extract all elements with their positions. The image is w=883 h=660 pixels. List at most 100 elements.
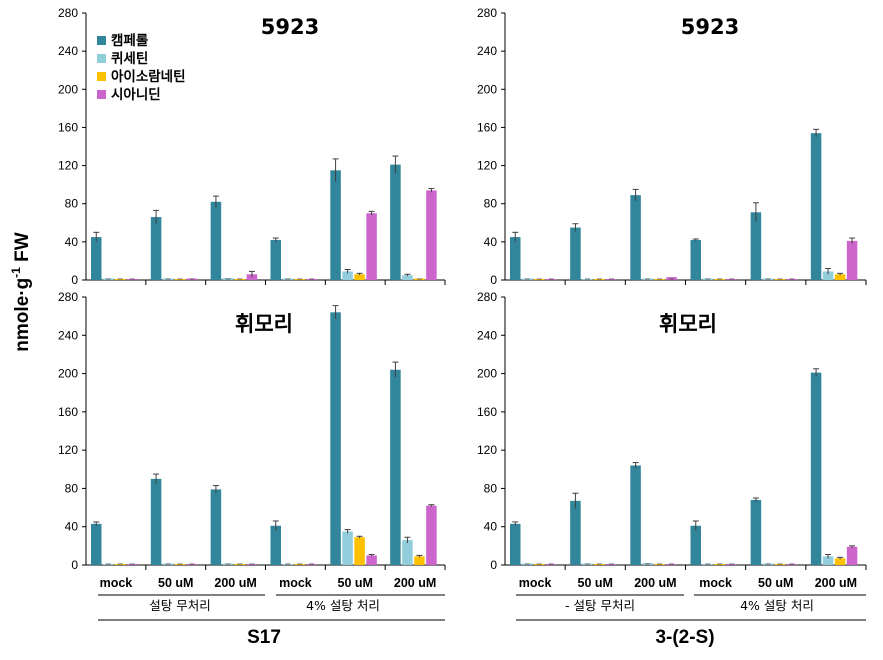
y-tick-label: 120 xyxy=(58,159,78,173)
bar-퀴세틴 xyxy=(822,271,834,280)
bar-캠페롤 xyxy=(91,237,102,280)
legend-label: 시아니딘 xyxy=(111,86,161,103)
bar-시아니딘 xyxy=(726,564,737,565)
bar-캠페롤 xyxy=(630,195,641,280)
group-label-right-1: - 설탕 무처리 xyxy=(565,598,635,613)
panel-title: 휘모리 xyxy=(659,312,717,336)
y-tick-label: 80 xyxy=(65,481,79,495)
y-tick-label: 280 xyxy=(477,6,497,20)
bar-캠페롤 xyxy=(690,239,701,280)
y-tick-label: 0 xyxy=(71,558,78,572)
legend-label: 퀴세틴 xyxy=(111,50,148,67)
y-axis-label-main: nmole·g xyxy=(12,278,33,352)
y-tick-label: 0 xyxy=(71,273,78,287)
y-tick-label: 280 xyxy=(58,6,78,20)
bar-시아니딘 xyxy=(606,279,617,280)
group-label-left-1: 설탕 무처리 xyxy=(149,598,210,613)
bar-캠페롤 xyxy=(630,465,641,565)
bar-퀴세틴 xyxy=(582,279,593,280)
bar-아이소람네틴 xyxy=(594,564,605,565)
bar-아이소람네틴 xyxy=(234,279,246,280)
bar-캠페롤 xyxy=(570,500,581,565)
x-tick-label: 50 uM xyxy=(338,576,373,590)
bar-캠페롤 xyxy=(390,369,401,565)
panel-title: 휘모리 xyxy=(235,312,293,336)
bar-시아니딘 xyxy=(426,190,437,280)
bar-캠페롤 xyxy=(210,489,222,565)
y-tick-label: 160 xyxy=(58,405,78,419)
bar-캠페롤 xyxy=(810,372,822,565)
bar-아이소람네틴 xyxy=(534,279,545,280)
bar-아이소람네틴 xyxy=(174,564,186,565)
bar-아이소람네틴 xyxy=(834,274,846,280)
y-tick-label: 200 xyxy=(477,82,497,96)
y-tick-label: 240 xyxy=(477,328,497,342)
bar-캠페롤 xyxy=(570,227,581,280)
x-tick-label: mock xyxy=(279,576,312,590)
y-tick-label: 280 xyxy=(477,290,497,304)
bar-캠페롤 xyxy=(150,478,162,565)
y-tick-label: 200 xyxy=(58,82,78,96)
bar-캠페롤 xyxy=(210,201,222,280)
bar-퀴세틴 xyxy=(822,556,834,565)
bar-퀴세틴 xyxy=(282,564,293,565)
bar-퀴세틴 xyxy=(103,564,114,565)
y-tick-label: 280 xyxy=(58,290,78,304)
panel-title: 5923 xyxy=(261,15,319,39)
bar-캠페롤 xyxy=(270,239,281,280)
legend-swatch xyxy=(97,36,106,45)
x-tick-label: mock xyxy=(519,576,552,590)
bar-캠페롤 xyxy=(270,525,281,565)
bar-퀴세틴 xyxy=(702,564,713,565)
y-tick-label: 0 xyxy=(490,273,497,287)
y-tick-label: 240 xyxy=(477,44,497,58)
bar-아이소람네틴 xyxy=(174,279,186,280)
panel-title: 5923 xyxy=(681,15,739,39)
bar-아이소람네틴 xyxy=(534,564,545,565)
y-tick-label: 40 xyxy=(65,235,79,249)
bar-아이소람네틴 xyxy=(654,279,665,280)
x-tick-label: 50 uM xyxy=(578,576,613,590)
y-tick-label: 80 xyxy=(484,481,498,495)
bar-시아니딘 xyxy=(186,564,198,565)
bar-아이소람네틴 xyxy=(594,279,605,280)
legend-label: 캠페롤 xyxy=(111,32,149,49)
x-tick-label: mock xyxy=(100,576,133,590)
bar-캠페롤 xyxy=(91,523,102,565)
bar-캠페롤 xyxy=(390,164,401,280)
bar-캠페롤 xyxy=(810,133,822,280)
y-tick-label: 200 xyxy=(477,367,497,381)
bar-시아니딘 xyxy=(127,279,138,280)
bar-시아니딘 xyxy=(426,505,437,565)
y-tick-label: 40 xyxy=(65,520,79,534)
bar-캠페롤 xyxy=(690,525,701,565)
x-tick-label: mock xyxy=(699,576,732,590)
bar-아이소람네틴 xyxy=(774,279,786,280)
bar-아이소람네틴 xyxy=(354,537,365,565)
y-axis-label-superscript: -1 xyxy=(9,267,23,278)
group-label-right-2: 4% 설탕 처리 xyxy=(740,598,814,613)
chart-panel-3: 0 40 80 120 160 200 240 280 휘모리 mock 50 uM 200 uM mo… xyxy=(58,290,446,590)
chart-panel-1: 0 40 80 120 160 200 240 280 5923 xyxy=(58,6,446,287)
group-label-left-2: 4% 설탕 처리 xyxy=(306,598,380,613)
chart-panel-2: 0 40 80 120 160 200 240 280 5923 xyxy=(477,6,867,287)
bar-시아니딘 xyxy=(846,240,858,280)
bar-캠페롤 xyxy=(750,499,762,565)
bar-캠페롤 xyxy=(150,217,162,280)
y-tick-label: 120 xyxy=(58,443,78,457)
bar-시아니딘 xyxy=(246,564,258,565)
bar-시아니딘 xyxy=(726,279,737,280)
bar-시아니딘 xyxy=(666,277,677,280)
chart-panel-4: 0 40 80 120 160 200 240 280 휘모리 mock 50 uM 200 uM mo… xyxy=(477,290,867,590)
y-tick-label: 40 xyxy=(484,520,498,534)
y-tick-label: 120 xyxy=(477,159,497,173)
bar-시아니딘 xyxy=(306,279,317,280)
y-tick-label: 40 xyxy=(484,235,498,249)
x-tick-label: 200 uM xyxy=(815,576,857,590)
bar-아이소람네틴 xyxy=(774,564,786,565)
bar-아이소람네틴 xyxy=(834,558,846,565)
bar-시아니딘 xyxy=(846,546,858,565)
bar-퀴세틴 xyxy=(402,540,413,565)
